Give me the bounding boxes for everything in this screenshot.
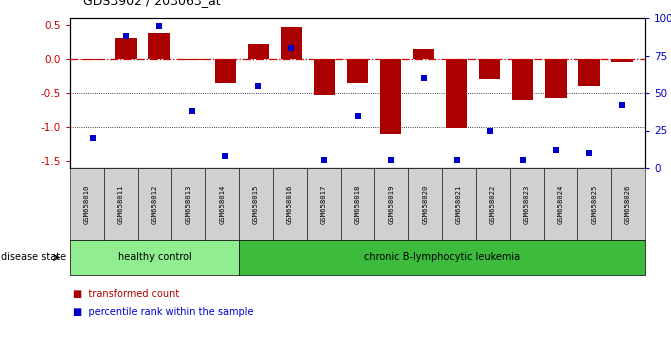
Bar bbox=[479, 59, 501, 79]
Text: GDS3902 / 203063_at: GDS3902 / 203063_at bbox=[83, 0, 221, 7]
Text: GSM658025: GSM658025 bbox=[591, 184, 597, 224]
Text: GSM658018: GSM658018 bbox=[354, 184, 360, 224]
Text: GSM658016: GSM658016 bbox=[287, 184, 293, 224]
Point bbox=[220, 153, 231, 159]
Bar bbox=[314, 59, 336, 95]
Bar bbox=[115, 39, 137, 59]
Text: healthy control: healthy control bbox=[117, 252, 191, 263]
Point bbox=[319, 158, 330, 163]
Bar bbox=[148, 33, 170, 59]
Text: GSM658019: GSM658019 bbox=[389, 184, 395, 224]
Point bbox=[517, 158, 528, 163]
Text: GSM658014: GSM658014 bbox=[219, 184, 225, 224]
Point bbox=[452, 158, 462, 163]
Text: GSM658020: GSM658020 bbox=[422, 184, 428, 224]
Text: GSM658023: GSM658023 bbox=[523, 184, 529, 224]
Text: GSM658021: GSM658021 bbox=[456, 184, 462, 224]
Text: GSM658017: GSM658017 bbox=[321, 184, 327, 224]
Point bbox=[187, 108, 198, 114]
Bar bbox=[347, 59, 368, 83]
Text: GSM658011: GSM658011 bbox=[117, 184, 123, 224]
Point bbox=[617, 102, 627, 108]
Text: ■  transformed count: ■ transformed count bbox=[73, 290, 180, 299]
Point bbox=[88, 135, 99, 141]
Point bbox=[154, 23, 164, 28]
Point bbox=[121, 33, 132, 39]
Point bbox=[484, 128, 495, 133]
Text: GSM658022: GSM658022 bbox=[490, 184, 496, 224]
Text: GSM658010: GSM658010 bbox=[84, 184, 90, 224]
Bar bbox=[611, 59, 633, 62]
Bar bbox=[248, 44, 269, 59]
Point bbox=[385, 158, 396, 163]
Bar bbox=[446, 59, 468, 129]
Point bbox=[584, 150, 595, 156]
Point bbox=[352, 113, 363, 118]
Text: GSM658026: GSM658026 bbox=[625, 184, 631, 224]
Bar bbox=[578, 59, 600, 86]
Text: GSM658012: GSM658012 bbox=[152, 184, 158, 224]
Bar bbox=[380, 59, 401, 134]
Text: chronic B-lymphocytic leukemia: chronic B-lymphocytic leukemia bbox=[364, 252, 520, 263]
Bar bbox=[413, 49, 434, 59]
Text: GSM658013: GSM658013 bbox=[185, 184, 191, 224]
Bar bbox=[545, 59, 566, 98]
Point bbox=[253, 83, 264, 88]
Bar bbox=[83, 59, 104, 60]
Point bbox=[286, 45, 297, 51]
Text: GSM658015: GSM658015 bbox=[253, 184, 259, 224]
Bar bbox=[512, 59, 533, 100]
Bar bbox=[215, 59, 236, 83]
Point bbox=[418, 75, 429, 81]
Text: GSM658024: GSM658024 bbox=[558, 184, 564, 224]
Point bbox=[550, 147, 561, 153]
Text: disease state: disease state bbox=[1, 252, 66, 263]
Text: ■  percentile rank within the sample: ■ percentile rank within the sample bbox=[73, 307, 254, 317]
Bar bbox=[280, 27, 302, 59]
